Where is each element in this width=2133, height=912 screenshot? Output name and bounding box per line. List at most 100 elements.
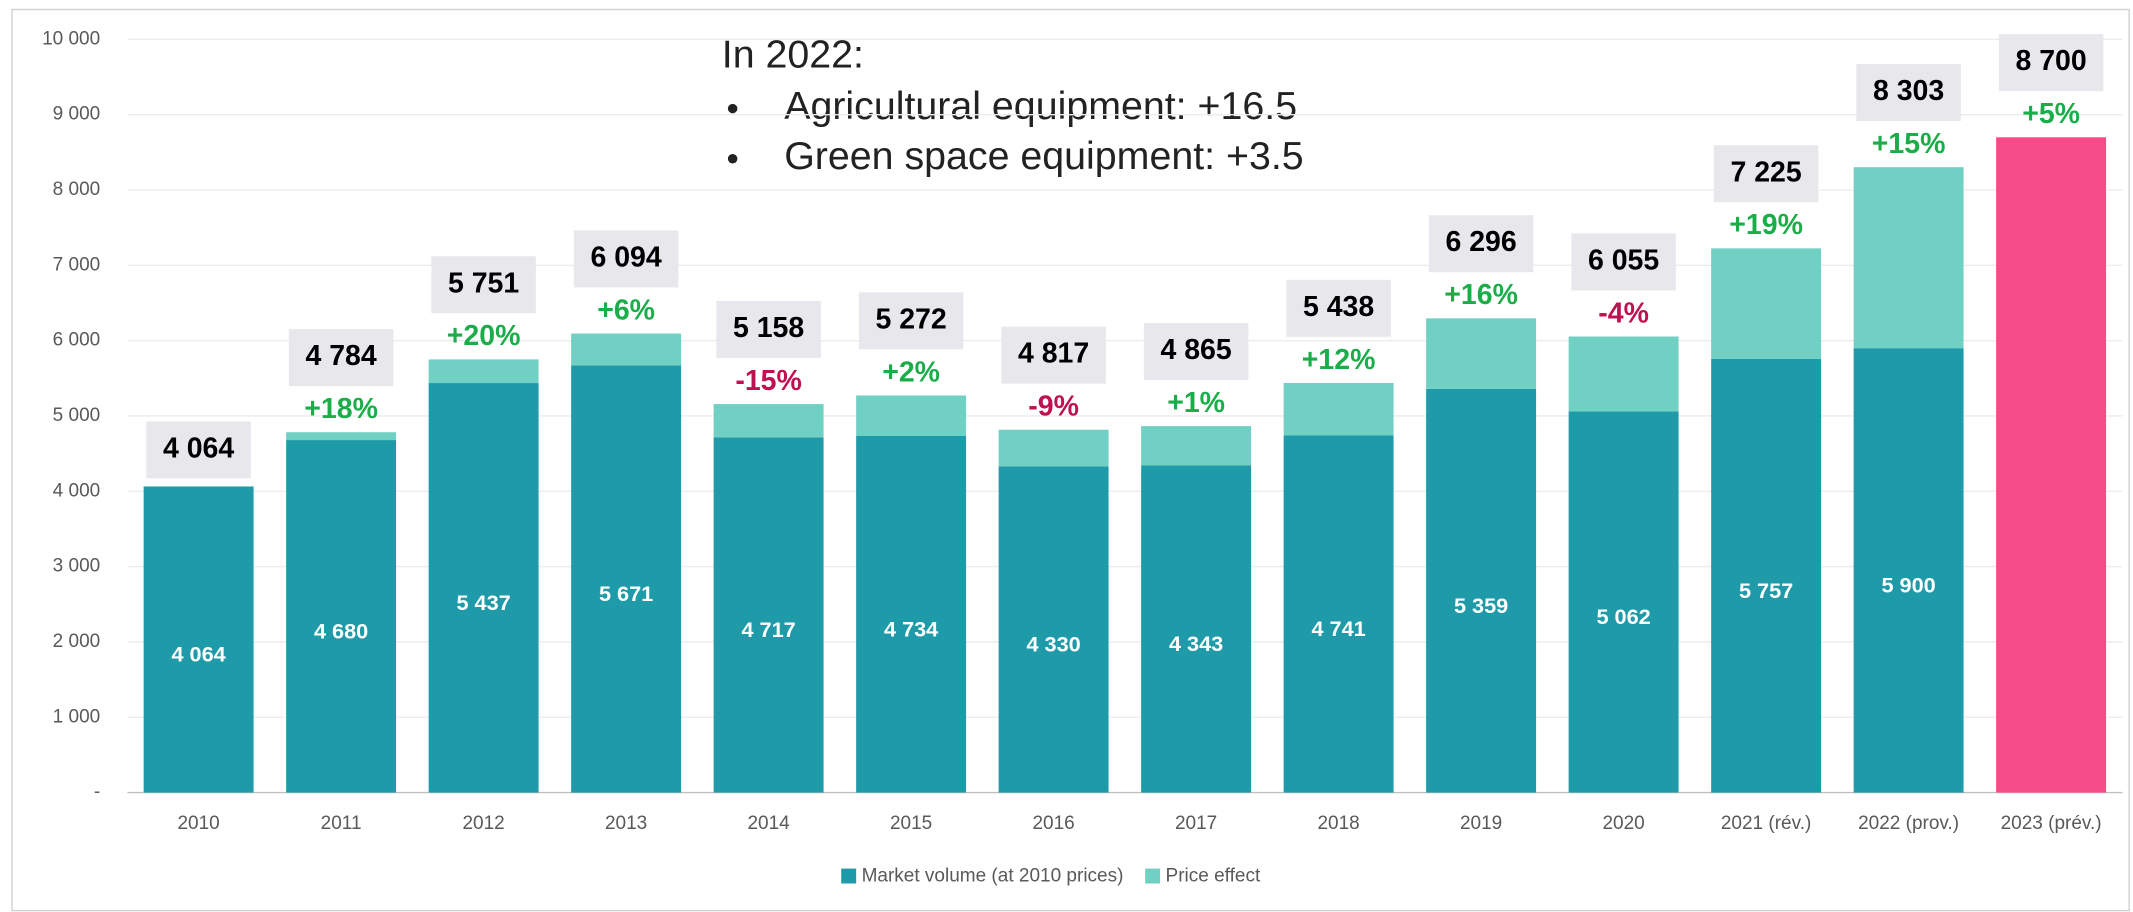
x-tick-label: 2014 xyxy=(747,813,790,834)
total-label: 5 438 xyxy=(1303,291,1374,323)
bar-segment xyxy=(428,359,539,384)
growth-label: +18% xyxy=(304,393,378,425)
total-label: 5 751 xyxy=(448,267,519,299)
y-tick-label: 4 000 xyxy=(53,480,101,501)
total-box xyxy=(1428,215,1534,273)
bar-segment xyxy=(998,429,1109,467)
total-label: 5 272 xyxy=(875,303,946,335)
bar-segment xyxy=(1853,167,1964,349)
x-tick-label: 2015 xyxy=(890,813,932,834)
legend-label: Market volume (at 2010 prices) xyxy=(862,866,1124,887)
x-tick-label: 2016 xyxy=(1032,813,1074,834)
bar-segment xyxy=(143,486,254,793)
bar-segment xyxy=(1141,426,1252,466)
segment-label: 5 757 xyxy=(1739,578,1793,603)
segment-label: 4 343 xyxy=(1169,631,1223,656)
total-label: 6 296 xyxy=(1445,226,1516,258)
x-tick-label: 2012 xyxy=(462,813,504,834)
segment-label: 4 680 xyxy=(314,618,368,643)
bar-segment xyxy=(1711,248,1822,359)
annotation: In 2022: Agricultural equipment: +16.5 G… xyxy=(722,32,1304,178)
total-label: 4 817 xyxy=(1018,338,1089,370)
legend-label: Price effect xyxy=(1166,866,1261,887)
total-box xyxy=(1143,322,1249,380)
bar-segment xyxy=(1996,137,2107,793)
growth-label: -9% xyxy=(1028,391,1079,423)
segment-label: 5 359 xyxy=(1454,593,1508,618)
total-box xyxy=(1713,145,1819,203)
growth-label: +2% xyxy=(882,356,940,388)
total-label: 8 303 xyxy=(1873,75,1944,107)
growth-label: +12% xyxy=(1302,344,1376,376)
bar-segment xyxy=(1141,465,1252,793)
growth-label: +6% xyxy=(597,294,655,326)
bar-segment xyxy=(998,466,1109,793)
total-label: 7 225 xyxy=(1730,156,1801,188)
x-tick-label: 2021 (rév.) xyxy=(1721,813,1811,834)
x-tick-label: 2018 xyxy=(1317,813,1359,834)
segment-label: 4 064 xyxy=(171,642,225,667)
bullet xyxy=(727,103,738,114)
segment-label: 4 741 xyxy=(1311,616,1365,641)
total-label: 8 700 xyxy=(2015,45,2086,77)
segment-label: 5 671 xyxy=(599,581,653,606)
annotation-bullet: Green space equipment: +3.5 xyxy=(784,134,1303,178)
growth-label: +1% xyxy=(1167,387,1225,419)
x-tick-label: 2023 (prév.) xyxy=(2001,813,2102,834)
growth-label: +19% xyxy=(1729,209,1803,241)
bullet xyxy=(727,154,738,164)
x-tick-label: 2020 xyxy=(1602,813,1644,834)
growth-label: +5% xyxy=(2022,98,2080,130)
segment-label: 4 734 xyxy=(884,616,938,641)
bar-segment xyxy=(1283,435,1394,793)
total-label: 6 094 xyxy=(590,241,661,273)
segment-label: 5 062 xyxy=(1596,604,1650,629)
bar-segment xyxy=(1853,348,1964,793)
total-box xyxy=(858,292,964,350)
growth-label: -15% xyxy=(735,365,802,397)
x-tick-label: 2019 xyxy=(1460,813,1502,834)
bar-segment xyxy=(1426,388,1537,793)
bar-segment xyxy=(428,383,539,793)
total-box xyxy=(1856,64,1961,122)
total-box xyxy=(1998,34,2104,92)
total-box xyxy=(288,329,394,387)
legend-swatch xyxy=(1145,868,1161,884)
growth-label: +16% xyxy=(1444,279,1518,311)
bar-segment xyxy=(713,437,824,793)
total-label: 4 784 xyxy=(305,340,376,372)
bar-segment xyxy=(1711,358,1822,793)
segment-label: 4 330 xyxy=(1026,632,1080,657)
y-tick-label: 8 000 xyxy=(53,179,101,200)
growth-label: +15% xyxy=(1872,128,1946,160)
total-box xyxy=(573,230,679,288)
legend-swatch xyxy=(841,868,857,884)
y-tick-label: 7 000 xyxy=(53,254,101,275)
y-tick-label: 6 000 xyxy=(53,330,101,351)
y-tick-label: 9 000 xyxy=(53,104,101,125)
total-box xyxy=(716,300,821,358)
bar-segment xyxy=(571,365,682,793)
bar-segment xyxy=(1568,411,1679,793)
bar-segment xyxy=(1426,318,1537,389)
x-tick-label: 2017 xyxy=(1175,813,1217,834)
bar-segment xyxy=(856,395,967,436)
bar-segment xyxy=(286,440,397,793)
total-box xyxy=(1286,279,1391,337)
total-label: 5 158 xyxy=(733,312,804,344)
y-tick-label: 1 000 xyxy=(53,706,101,727)
total-label: 4 865 xyxy=(1160,334,1231,366)
x-tick-label: 2011 xyxy=(321,813,362,834)
total-box xyxy=(1571,233,1676,291)
total-box xyxy=(431,256,536,314)
segment-label: 5 900 xyxy=(1881,572,1935,597)
total-label: 4 064 xyxy=(163,432,234,464)
total-label: 6 055 xyxy=(1588,244,1659,276)
y-tick-label: 5 000 xyxy=(53,405,101,426)
y-tick-label: - xyxy=(94,782,100,803)
y-tick-label: 2 000 xyxy=(53,631,101,652)
y-tick-label: 3 000 xyxy=(53,556,101,577)
total-box xyxy=(146,421,251,479)
total-box xyxy=(1001,326,1106,384)
growth-label: +20% xyxy=(447,320,521,352)
